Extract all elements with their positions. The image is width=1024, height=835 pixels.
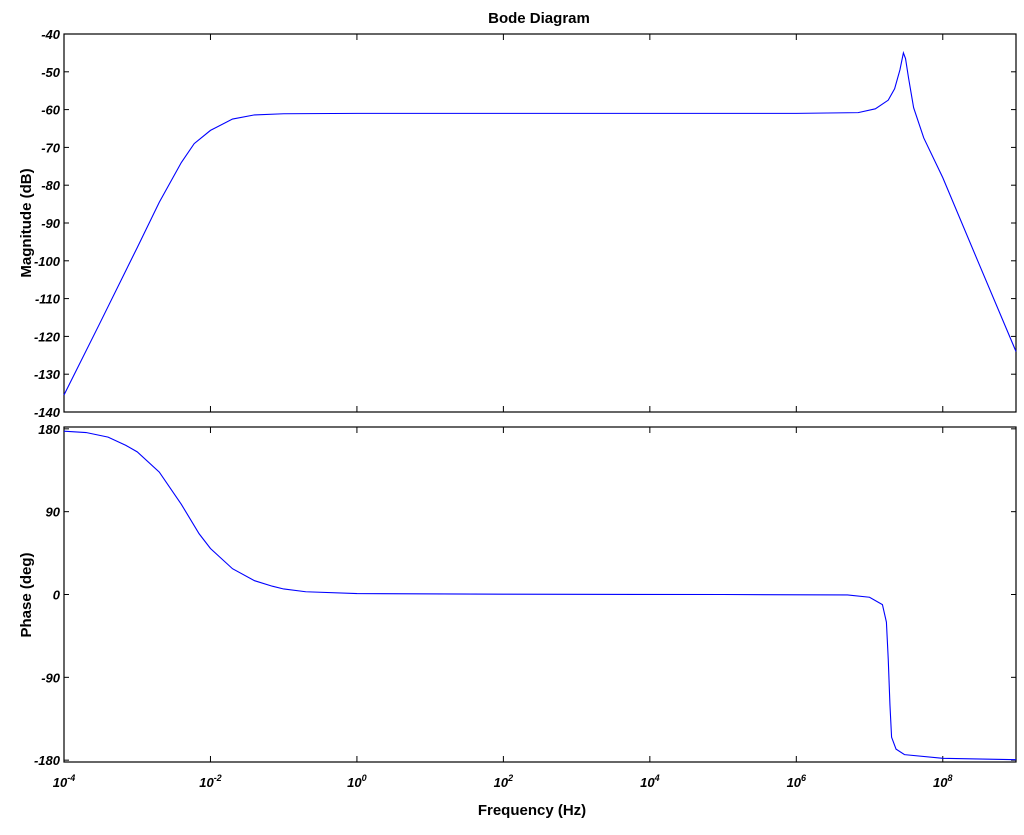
magnitude-ytick-label: -100 [34, 254, 61, 269]
phase-ytick-label: 0 [53, 588, 61, 603]
phase-axis-title: Phase (deg) [18, 552, 35, 637]
phase-ytick-label: 90 [46, 505, 61, 520]
magnitude-ytick-label: -60 [41, 103, 61, 118]
x-tick-label: 102 [494, 773, 513, 790]
x-tick-label: 10-2 [199, 773, 221, 790]
magnitude-ytick-label: -70 [41, 140, 61, 155]
magnitude-axis-title: Magnitude (dB) [18, 168, 35, 277]
magnitude-ytick-label: -120 [34, 329, 61, 344]
magnitude-series-line [63, 50, 1017, 396]
magnitude-ytick-label: -50 [41, 65, 61, 80]
magnitude-ticks: -40 -50 -60 -70 -80 -90 -100 -110 -120 -130 -140 [34, 27, 1016, 420]
magnitude-ytick-label: -110 [35, 292, 61, 307]
magnitude-ytick-label: -80 [41, 178, 61, 193]
x-tick-label: 10-4 [53, 773, 75, 790]
x-axis-ticks: 10-4 10-2 100 102 104 106 108 [53, 773, 953, 790]
x-tick-label: 104 [640, 773, 659, 790]
x-axis-title: Frequency (Hz) [478, 802, 586, 819]
magnitude-ytick-label: -40 [41, 27, 61, 42]
magnitude-ytick-label: -90 [41, 216, 61, 231]
phase-series-line [63, 430, 1017, 761]
chart-title: Bode Diagram [488, 10, 590, 27]
magnitude-ytick-label: -140 [34, 405, 61, 420]
phase-ytick-label: 180 [38, 422, 60, 437]
x-tick-label: 100 [347, 773, 366, 790]
phase-ytick-label: -90 [41, 670, 61, 685]
phase-ticks: 180 90 0 -90 -180 [34, 422, 1016, 768]
phase-ytick-label: -180 [34, 753, 61, 768]
magnitude-ytick-label: -130 [34, 367, 61, 382]
x-tick-label: 106 [787, 773, 807, 790]
x-tick-label: 108 [933, 773, 952, 790]
magnitude-plot-frame [63, 33, 1017, 413]
